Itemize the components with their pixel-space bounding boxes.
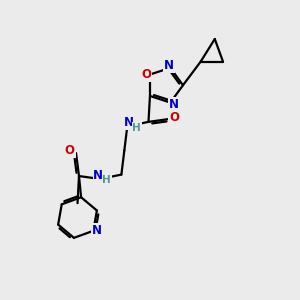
Text: N: N [92,224,102,237]
Text: N: N [169,98,179,111]
Text: N: N [124,116,134,129]
Text: N: N [93,169,103,182]
Text: H: H [132,123,141,133]
Text: O: O [141,68,151,81]
Text: O: O [169,111,179,124]
Text: H: H [102,176,111,185]
Text: O: O [64,144,75,157]
Text: N: N [164,59,174,72]
